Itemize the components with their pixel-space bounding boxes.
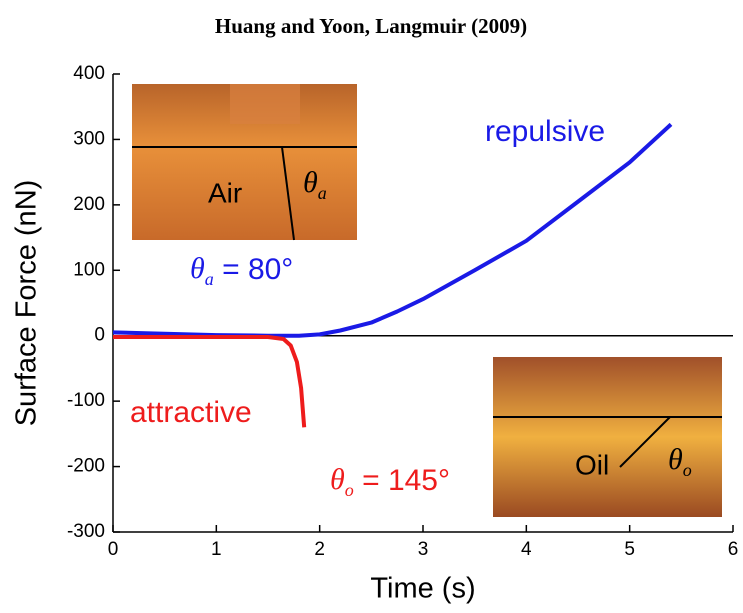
angle-subscript: o: [345, 480, 354, 500]
angle-annotation: θo = 145°: [330, 463, 450, 500]
y-tick-label: 400: [73, 63, 105, 84]
angle-symbol: θ: [303, 166, 318, 199]
series-label: attractive: [130, 396, 252, 429]
angle-subscript: a: [205, 269, 214, 289]
chart: Huang and Yoon, Langmuir (2009) -300 -200…: [0, 0, 743, 613]
inset: [132, 84, 357, 240]
y-tick-label: 100: [73, 259, 105, 280]
angle-value: = 145°: [354, 464, 450, 497]
angle-symbol: θ: [190, 252, 205, 285]
y-tick-label: 0: [94, 325, 105, 346]
y-tick-label: -100: [67, 390, 105, 411]
y-axis-label: Surface Force (nN): [11, 180, 43, 427]
x-tick-label: 0: [108, 539, 119, 560]
y-tick-label: 300: [73, 128, 105, 149]
angle-subscript: o: [683, 460, 692, 480]
y-tick-label: 200: [73, 194, 105, 215]
series-label: repulsive: [485, 115, 605, 148]
x-tick-label: 4: [521, 539, 532, 560]
x-tick-label: 1: [211, 539, 222, 560]
x-tick-label: 5: [624, 539, 635, 560]
angle-value: = 80°: [214, 253, 294, 286]
angle-subscript: a: [318, 183, 327, 203]
y-tick-label: -200: [67, 456, 105, 477]
x-tick-label: 2: [314, 539, 325, 560]
x-tick-label: 6: [728, 539, 739, 560]
inset-medium: Air: [208, 177, 242, 208]
inset-medium: Oil: [575, 449, 609, 480]
x-tick-label: 3: [418, 539, 429, 560]
inset-image: [493, 357, 722, 517]
inset: [493, 357, 722, 517]
angle-symbol: θ: [668, 443, 683, 476]
angle-symbol: θ: [330, 463, 345, 496]
angle-annotation: θa = 80°: [190, 252, 293, 289]
inset-shape: [230, 84, 300, 124]
y-tick-label: -300: [67, 521, 105, 542]
chart-title: Huang and Yoon, Langmuir (2009): [215, 14, 527, 38]
x-axis-label: Time (s): [370, 573, 475, 605]
